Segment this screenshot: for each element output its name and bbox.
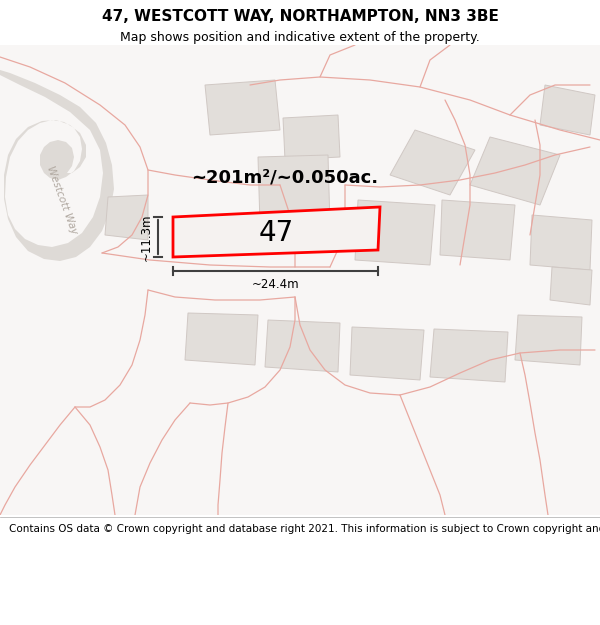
Polygon shape	[258, 155, 330, 225]
Polygon shape	[350, 327, 424, 380]
Polygon shape	[515, 315, 582, 365]
Polygon shape	[430, 329, 508, 382]
Polygon shape	[540, 85, 595, 135]
Text: ~11.3m: ~11.3m	[140, 213, 153, 261]
Polygon shape	[105, 195, 148, 240]
Text: Map shows position and indicative extent of the property.: Map shows position and indicative extent…	[120, 31, 480, 44]
Text: ~24.4m: ~24.4m	[251, 278, 299, 291]
Polygon shape	[355, 200, 435, 265]
Text: 47, WESTCOTT WAY, NORTHAMPTON, NN3 3BE: 47, WESTCOTT WAY, NORTHAMPTON, NN3 3BE	[101, 9, 499, 24]
Polygon shape	[173, 207, 380, 257]
Polygon shape	[283, 115, 340, 160]
Polygon shape	[205, 80, 280, 135]
Polygon shape	[185, 313, 258, 365]
Polygon shape	[0, 70, 114, 261]
Text: Westcott Way: Westcott Way	[45, 164, 79, 236]
Polygon shape	[440, 200, 515, 260]
Polygon shape	[265, 320, 340, 372]
Text: Contains OS data © Crown copyright and database right 2021. This information is : Contains OS data © Crown copyright and d…	[9, 524, 600, 534]
Text: 47: 47	[259, 219, 293, 247]
Polygon shape	[390, 130, 475, 195]
Polygon shape	[550, 267, 592, 305]
Polygon shape	[530, 215, 592, 270]
Text: ~201m²/~0.050ac.: ~201m²/~0.050ac.	[191, 169, 379, 187]
Polygon shape	[470, 137, 560, 205]
